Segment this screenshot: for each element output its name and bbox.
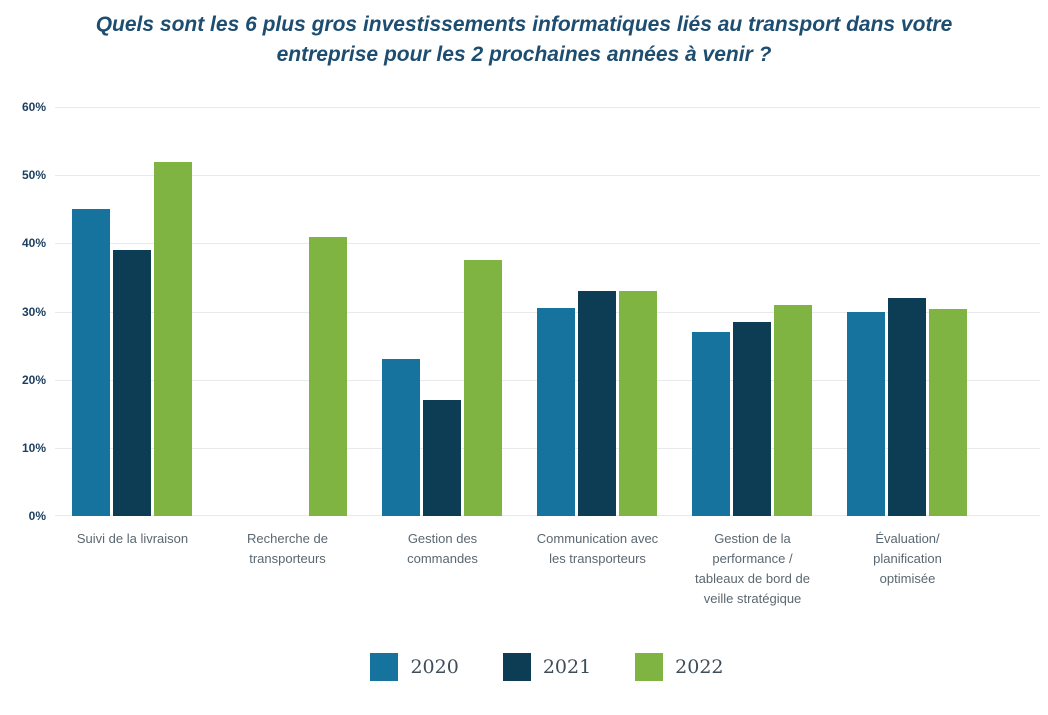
legend-label: 2020 [410, 656, 459, 678]
x-category-label-line: optimisée [879, 571, 936, 586]
y-tick-label: 0% [28, 509, 46, 523]
bar-2022 [774, 304, 812, 516]
bar-2021 [888, 297, 926, 516]
y-tick-label: 30% [21, 304, 46, 319]
bar-2020 [692, 331, 730, 516]
x-category-label-line: planification [873, 551, 942, 566]
x-category-label: Évaluation/planification optimisée [833, 529, 983, 589]
x-category-label: Gestion de la performance / tableaux de bo… [678, 529, 828, 609]
plot-area [55, 107, 1040, 516]
x-category-label-line: veille stratégique [703, 591, 802, 606]
legend-item-2022: 2022 [635, 653, 724, 681]
x-category-label-line: les transporteurs [549, 551, 646, 566]
bar-2020 [72, 209, 110, 516]
x-category-label: Recherche de transporteurs [213, 529, 363, 569]
legend-swatch-2020 [370, 653, 399, 681]
bar-2020 [537, 308, 575, 516]
y-axis: 0% 10% 20% 30% 40% 50% 60% [0, 0, 46, 560]
bar-2022 [154, 161, 192, 516]
bar-2021 [113, 250, 151, 516]
x-category-label-line: Évaluation/ [875, 531, 940, 546]
bar-2021 [423, 400, 461, 516]
y-tick-label: 20% [21, 372, 46, 387]
x-category-label-line: commandes [407, 551, 478, 566]
chart-legend: 2020 2021 2022 [0, 653, 1048, 681]
x-category-label: Communication avec les transporteurs [523, 529, 673, 569]
legend-swatch-2022 [635, 653, 664, 681]
x-category-label-line: transporteurs [249, 551, 326, 566]
y-tick-label: 60% [21, 100, 46, 114]
x-category-label-line: Suivi de la livraison [76, 531, 189, 546]
x-category-label-line: Gestion de la [714, 531, 791, 546]
chart-title-line1: Quels sont les 6 plus gros investissemen… [95, 13, 953, 36]
x-category-label-line: tableaux de bord de [695, 571, 810, 586]
bar-2022 [309, 236, 347, 516]
legend-item-2021: 2021 [502, 653, 592, 681]
legend-label: 2022 [675, 656, 724, 678]
y-tick-label: 10% [21, 440, 46, 455]
x-category-label-line: Recherche de [247, 531, 328, 546]
x-category-label-line: performance / [712, 551, 793, 566]
gridline [55, 243, 1040, 245]
bar-2022 [464, 260, 502, 516]
gridline [55, 175, 1040, 177]
x-category-label: Gestion des commandes [368, 529, 518, 569]
bar-2020 [382, 359, 420, 516]
bar-2022 [929, 308, 967, 516]
bar-2022 [619, 291, 657, 516]
chart-title-line2: entreprise pour les 2 prochaines années … [276, 43, 772, 66]
gridline [55, 107, 1040, 108]
bar-2021 [578, 291, 616, 516]
x-category-label: Suivi de la livraison [58, 529, 208, 549]
bar-2021 [733, 321, 771, 516]
x-category-label-line: Communication avec [536, 531, 659, 546]
x-axis: Suivi de la livraison Recherche de transpo… [0, 529, 1048, 639]
y-tick-label: 50% [21, 168, 46, 183]
bar-2020 [847, 311, 885, 516]
chart-title: Quels sont les 6 plus gros investissemen… [0, 10, 1048, 70]
y-tick-label: 40% [21, 236, 46, 251]
legend-item-2020: 2020 [370, 653, 459, 681]
legend-label: 2021 [542, 656, 592, 678]
x-category-label-line: Gestion des [407, 531, 478, 546]
legend-swatch-2021 [502, 653, 531, 681]
